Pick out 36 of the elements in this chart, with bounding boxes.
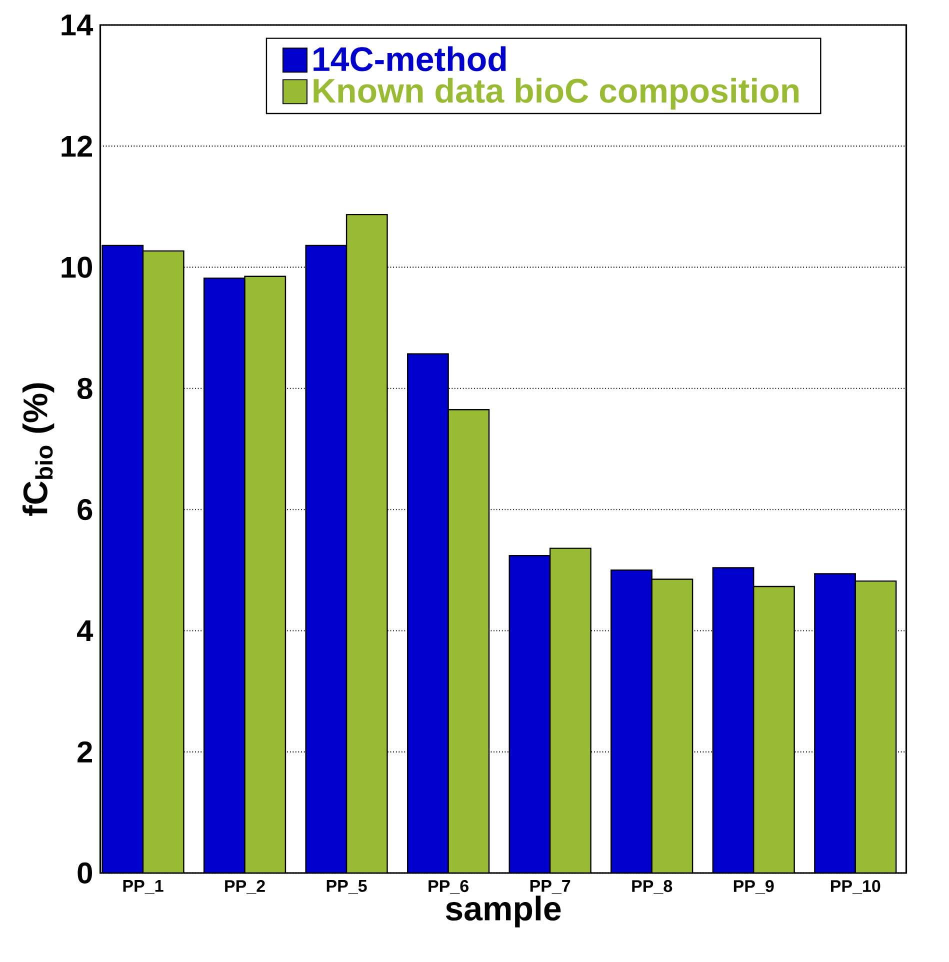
bar [306,245,347,873]
bar [408,354,448,873]
x-tick-label: PP_10 [830,880,880,894]
x-tick-label: PP_9 [734,880,774,894]
x-tick-label: PP_1 [123,880,164,894]
bar [102,245,143,873]
bar [652,579,693,873]
bar [814,573,856,873]
x-axis-title: sample [446,896,561,928]
bar [854,580,897,873]
bar [509,556,550,873]
legend-label: Known data bioC composition [314,78,799,110]
y-tick-label: 12 [62,136,92,157]
x-tick-label: PP_6 [428,880,468,894]
bar [346,214,388,873]
x-tick-label: PP_7 [530,880,570,894]
bar [611,570,652,873]
y-tick-label: 4 [77,620,94,642]
y-tick-label: 0 [78,862,92,884]
y-tick-label: 10 [62,256,92,278]
y-tick-label: 14 [62,14,94,36]
y-tick-label: 6 [78,498,92,520]
x-tick-label: PP_8 [632,880,672,894]
bar [143,250,184,873]
bar [754,586,794,873]
x-tick-label: PP_2 [225,880,265,894]
bar [204,278,245,873]
bar [712,568,754,873]
x-tick-label: PP_5 [326,880,367,894]
legend-label: 14C-method [314,46,506,72]
bar [550,548,591,873]
y-axis-title: fC$_{bio}$ (%) [22,383,54,516]
bar [448,410,490,873]
y-tick-label: 8 [77,378,92,400]
bar [244,276,286,873]
y-tick-label: 2 [78,741,92,762]
